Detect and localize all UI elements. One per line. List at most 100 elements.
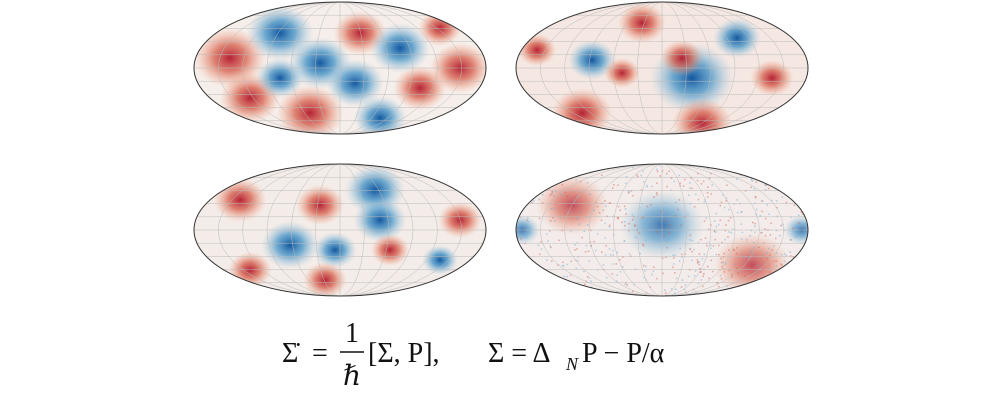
equation-term: = (312, 338, 328, 369)
noise-dot (698, 253, 701, 255)
noise-dot (736, 178, 738, 181)
noise-dot (739, 174, 742, 176)
noise-dot (677, 208, 679, 211)
noise-dot (794, 236, 797, 238)
noise-dot (699, 267, 701, 270)
noise-dot (531, 201, 533, 204)
noise-dot (576, 248, 578, 250)
noise-dot (628, 222, 631, 225)
noise-dot (623, 224, 626, 227)
noise-dot (672, 217, 675, 220)
noise-dot (575, 179, 577, 181)
vortex-blob (303, 262, 347, 296)
map-outline (193, 1, 487, 135)
noise-dot (722, 261, 724, 264)
noise-dot (767, 247, 770, 250)
noise-dot (523, 203, 526, 205)
noise-dot (749, 251, 752, 253)
noise-dot (520, 237, 522, 240)
noise-dot (551, 190, 553, 193)
noise-dot (753, 242, 755, 244)
noise-dot (674, 254, 677, 256)
noise-dot (604, 222, 606, 225)
vortex-blob (370, 234, 410, 266)
noise-dot (575, 267, 578, 269)
noise-dot (775, 252, 778, 254)
noise-dot (719, 219, 722, 222)
noise-dot (743, 256, 745, 259)
noise-dot (771, 181, 773, 183)
noise-dot (609, 202, 612, 204)
noise-dot (775, 265, 778, 267)
noise-dot (759, 280, 761, 282)
noise-dot (795, 167, 798, 169)
noise-dot (751, 294, 754, 296)
vortex-blob (353, 198, 407, 242)
noise-dot (723, 252, 725, 255)
noise-dot (703, 273, 705, 275)
noise-dot (679, 247, 681, 250)
noise-dot (775, 260, 778, 262)
noise-dot (688, 194, 690, 197)
noise-dot (749, 272, 752, 274)
vortex-blob (438, 202, 482, 238)
noise-dot (772, 290, 774, 293)
noise-dot (759, 173, 761, 175)
noise-dot (684, 253, 687, 255)
noise-dot (643, 228, 646, 230)
noise-dot (539, 253, 541, 256)
noise-dot (722, 194, 724, 196)
noise-dot (794, 173, 796, 176)
noise-dot (719, 204, 722, 207)
noise-dot (549, 168, 552, 171)
noise-dot (555, 179, 558, 181)
noise-dot (562, 261, 564, 264)
noise-dot (560, 166, 563, 169)
noise-dot (600, 219, 603, 222)
noise-dot (619, 271, 622, 273)
noise-dot (551, 191, 554, 194)
noise-dot (666, 228, 668, 231)
noise-dot (675, 277, 678, 280)
noise-dot (678, 174, 680, 177)
vortex-blob (618, 3, 666, 43)
noise-dot (693, 206, 696, 208)
noise-dot (632, 290, 634, 293)
noise-dot (781, 264, 783, 266)
noise-dot (589, 193, 591, 195)
noise-dot (549, 245, 551, 247)
noise-dot (725, 200, 727, 202)
noise-dot (700, 279, 703, 281)
noise-dot (750, 186, 752, 189)
noise-dot (562, 265, 565, 267)
noise-dot (678, 260, 681, 262)
noise-dot (740, 223, 743, 225)
noise-dot (569, 212, 572, 214)
noise-dot (732, 228, 734, 231)
noise-dot (522, 277, 525, 280)
noise-dot (564, 191, 567, 194)
noise-dot (785, 268, 787, 271)
noise-dot (519, 216, 522, 218)
noise-dot (638, 232, 641, 234)
noise-dot (781, 171, 783, 173)
noise-dot (693, 248, 695, 251)
vortex-blob (517, 34, 557, 66)
noise-dot (539, 286, 542, 288)
noise-dot (607, 164, 610, 167)
noise-dot (557, 279, 560, 281)
noise-dot (731, 290, 734, 292)
noise-dot (764, 287, 766, 289)
noise-dot (723, 271, 726, 273)
noise-dot (797, 222, 800, 224)
noise-dot (696, 262, 699, 264)
noise-dot (697, 282, 700, 285)
noise-dot (564, 212, 566, 214)
noise-dot (522, 286, 524, 288)
noise-dot (797, 177, 799, 179)
noise-dot (630, 190, 633, 192)
noise-dot (709, 244, 712, 247)
noise-dot (602, 209, 605, 212)
noise-dot (550, 246, 552, 249)
noise-dot (593, 240, 595, 243)
